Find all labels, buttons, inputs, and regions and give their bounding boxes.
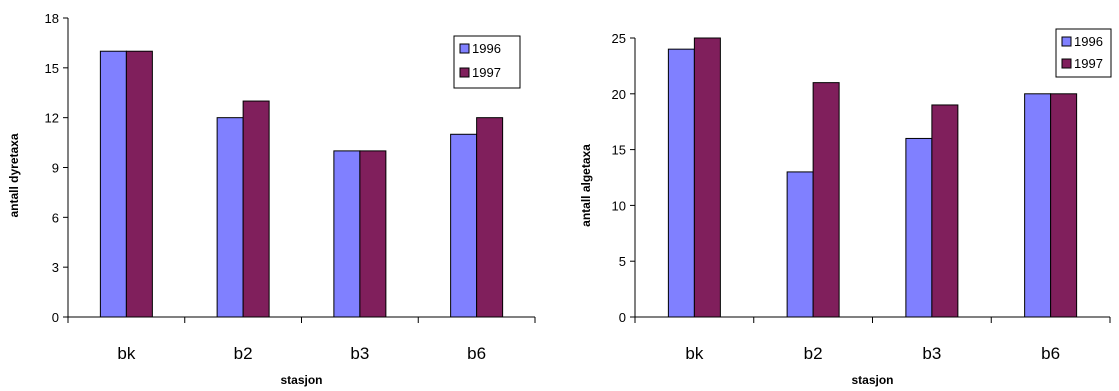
y-tick-label: 5 [619, 254, 626, 269]
bar-b6-1997 [476, 117, 504, 318]
bar-bk-1997 [693, 37, 721, 318]
y-tick-label: 6 [52, 210, 59, 225]
legend-label-1997: 1997 [472, 65, 501, 80]
x-tick-label-bk: bk [117, 344, 135, 363]
y-tick-label: 0 [52, 310, 59, 325]
y-tick-label: 18 [45, 11, 59, 26]
legend-label-1996: 1996 [472, 41, 501, 56]
x-tick-label-b2: b2 [234, 344, 253, 363]
bar-bk-1996 [667, 48, 695, 318]
legend-swatch-1997 [1061, 58, 1072, 69]
x-axis-title: stasjon [851, 373, 893, 387]
bar-b3-1996 [333, 150, 361, 318]
x-tick-label-b3: b3 [922, 344, 941, 363]
y-tick-label: 15 [45, 61, 59, 76]
y-tick-label: 15 [612, 143, 626, 158]
legend-swatch-1996 [1061, 36, 1072, 47]
bar-bk-1996 [99, 50, 127, 318]
bar-b2-1996 [786, 171, 814, 318]
y-tick-label: 10 [612, 198, 626, 213]
bar-b3-1997 [931, 104, 959, 318]
x-tick-label-bk: bk [685, 344, 703, 363]
bar-bk-1997 [125, 50, 153, 318]
x-axis-title: stasjon [280, 373, 322, 387]
bar-b6-1997 [1050, 93, 1078, 318]
bar-b2-1996 [216, 117, 244, 318]
x-tick-label-b6: b6 [467, 344, 486, 363]
y-tick-label: 12 [45, 111, 59, 126]
y-axis-title: antall algetaxa [579, 144, 593, 227]
x-tick-label-b6: b6 [1041, 344, 1060, 363]
y-axis-title: antall dyretaxa [7, 133, 21, 217]
legend-label-1997: 1997 [1074, 56, 1103, 71]
y-tick-label: 3 [52, 260, 59, 275]
y-tick-label: 20 [612, 87, 626, 102]
bar-b3-1997 [359, 150, 387, 318]
legend-box [453, 35, 521, 89]
bar-b2-1997 [242, 100, 270, 318]
y-tick-label: 9 [52, 161, 59, 176]
bar-b6-1996 [1024, 93, 1052, 318]
legend-label-1996: 1996 [1074, 34, 1103, 49]
bar-b6-1996 [450, 133, 478, 318]
legend-swatch-1996 [459, 43, 470, 54]
x-tick-label-b2: b2 [804, 344, 823, 363]
legend-swatch-1997 [459, 67, 470, 78]
bar-b3-1996 [905, 137, 933, 318]
x-tick-label-b3: b3 [350, 344, 369, 363]
chart-antall-dyretaxa: 0 3 6 9 12 15 18 bk b2 b3 b6 stasjon antall dyretaxa… [7, 11, 536, 387]
bar-b2-1997 [812, 82, 840, 318]
chart-antall-algetaxa: 0 5 10 15 20 25 bk b2 b3 b6 stasjon antall algetaxa… [579, 28, 1112, 387]
y-tick-label: 0 [619, 310, 626, 325]
y-tick-label: 25 [612, 31, 626, 46]
